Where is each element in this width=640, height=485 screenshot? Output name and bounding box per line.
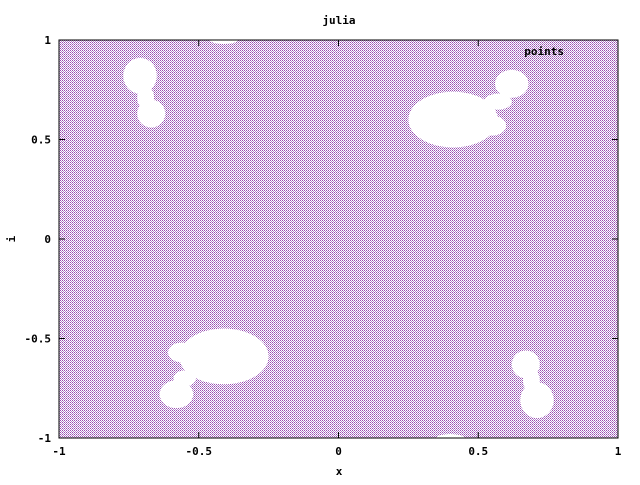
blank-region-2 <box>137 85 155 110</box>
y-tick-label: -0.5 <box>25 333 52 346</box>
blank-region-4 <box>483 93 512 110</box>
x-tick-label: 0 <box>335 445 342 458</box>
blank-regions <box>123 40 554 438</box>
y-tick-label: 0.5 <box>31 134 51 147</box>
blank-region-15 <box>436 434 465 438</box>
x-tick-label: 1 <box>615 445 622 458</box>
blank-region-7 <box>179 328 269 385</box>
x-tick-label: 0.5 <box>468 445 488 458</box>
x-tick-label: -0.5 <box>186 445 213 458</box>
y-axis-ticks: -1 -0.5 0 0.5 1 <box>25 34 618 445</box>
y-axis-label: i <box>5 235 18 242</box>
y-tick-label: 1 <box>44 34 51 47</box>
x-axis-ticks: -1 -0.5 0 0.5 1 <box>52 40 622 458</box>
blank-region-8 <box>168 342 196 363</box>
blank-region-9 <box>159 380 194 409</box>
chart-title: julia <box>322 14 355 27</box>
x-tick-label: -1 <box>52 445 66 458</box>
y-tick-label: 0 <box>44 233 51 246</box>
x-axis-label: x <box>336 465 343 478</box>
legend-entry-points: points <box>524 45 564 58</box>
legend: points <box>524 45 564 58</box>
y-tick-label: -1 <box>38 432 52 445</box>
blank-region-14 <box>209 40 238 44</box>
blank-region-10 <box>173 370 196 387</box>
blank-region-6 <box>478 115 507 136</box>
blank-region-5 <box>495 69 529 98</box>
blank-region-0 <box>123 57 157 94</box>
blank-region-3 <box>408 91 498 148</box>
blank-region-13 <box>522 368 540 393</box>
